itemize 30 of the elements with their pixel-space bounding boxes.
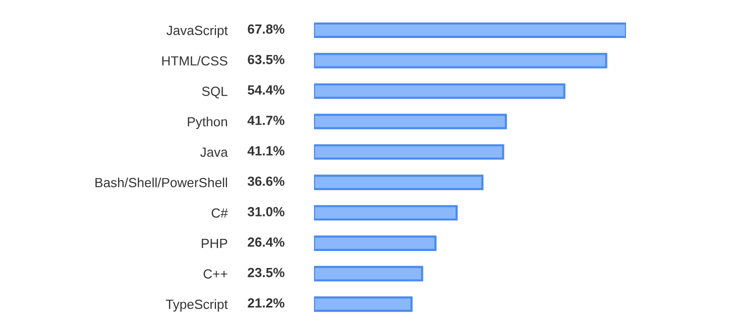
data-label: 23.5%: [248, 268, 284, 278]
data-label: 41.1%: [248, 146, 284, 156]
bar: [314, 114, 507, 130]
y-tick-label: Java: [200, 148, 228, 157]
data-label: 36.6%: [248, 176, 284, 186]
bar: [314, 296, 413, 312]
data-label: 31.0%: [248, 207, 284, 216]
y-tick-label: C#: [212, 208, 228, 218]
y-tick-label: HTML/CSS: [162, 56, 228, 66]
bar: [314, 52, 608, 68]
data-label: 26.4%: [248, 237, 284, 247]
y-tick-label: JavaScript: [166, 25, 228, 38]
data-label: 63.5%: [248, 54, 284, 64]
y-tick-label: C++: [204, 269, 228, 279]
bar: [314, 22, 626, 38]
bar: [314, 144, 504, 160]
data-label: 21.2%: [248, 298, 284, 308]
data-label: 54.4%: [248, 85, 284, 95]
y-tick-label: TypeScript: [166, 299, 228, 312]
bar: [314, 205, 458, 221]
data-label: 41.7%: [248, 116, 284, 126]
bar: [314, 83, 566, 99]
y-tick-label: SQL: [202, 86, 228, 98]
bar: [314, 174, 484, 190]
bar: [314, 235, 437, 251]
bar: [314, 266, 424, 282]
y-tick-label: Bash/Shell/PowerShell: [95, 178, 228, 188]
data-label: 67.8%: [248, 24, 284, 34]
y-tick-label: PHP: [202, 238, 228, 248]
y-tick-label: Python: [188, 116, 228, 130]
